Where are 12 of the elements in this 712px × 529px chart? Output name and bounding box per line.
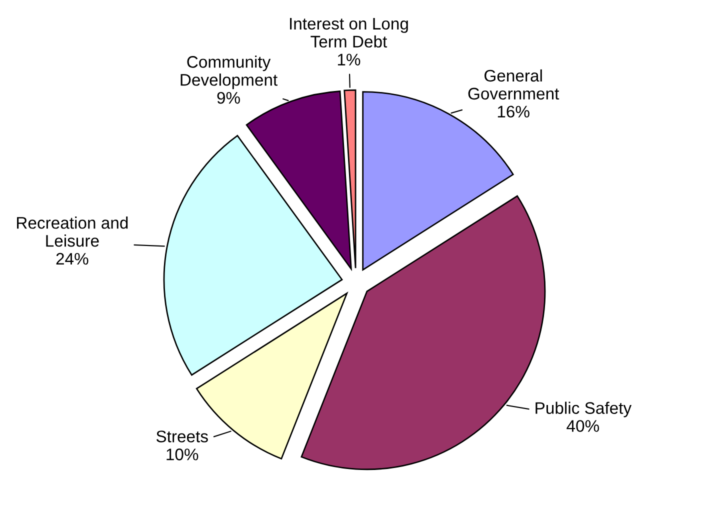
data-label: 1% xyxy=(338,54,360,66)
data-label: 10% xyxy=(166,448,198,460)
data-label: 40% xyxy=(566,420,600,432)
slice-label: Community Development xyxy=(180,56,278,90)
slice-label: General Government xyxy=(468,69,560,100)
data-label: 24% xyxy=(56,252,88,265)
data-label: 16% xyxy=(498,106,530,118)
slice-label: Public Safety xyxy=(536,402,632,418)
slice-label: Streets xyxy=(156,430,208,442)
slice-label: Interest on Long Term Debt xyxy=(290,18,408,48)
data-label: 9% xyxy=(217,92,240,104)
slice-label: Recreation and Leisure xyxy=(17,216,128,247)
